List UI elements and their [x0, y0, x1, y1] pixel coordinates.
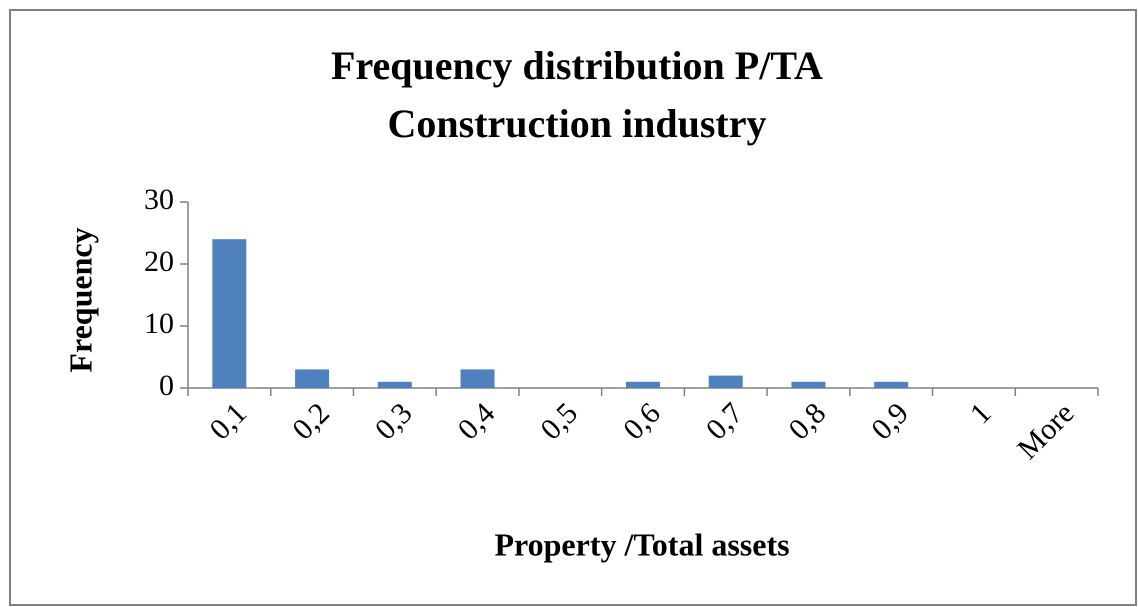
chart-title: Frequency distribution P/TA	[331, 43, 823, 88]
bar	[212, 239, 247, 388]
x-axis-title: Property /Total assets	[494, 526, 789, 562]
bar	[626, 381, 660, 388]
y-tick-label: 10	[144, 307, 174, 340]
chart-frame	[9, 9, 1137, 606]
bar	[460, 369, 495, 388]
y-tick-label: 0	[159, 369, 174, 402]
y-axis-title: Frequency	[62, 227, 98, 372]
y-tick-label: 20	[144, 245, 174, 278]
bar	[377, 381, 412, 388]
chart-title: Construction industry	[388, 101, 767, 146]
y-tick-label: 30	[144, 183, 174, 216]
bar	[791, 381, 826, 388]
bar	[708, 375, 743, 388]
bar	[295, 369, 330, 388]
bar	[874, 381, 909, 388]
